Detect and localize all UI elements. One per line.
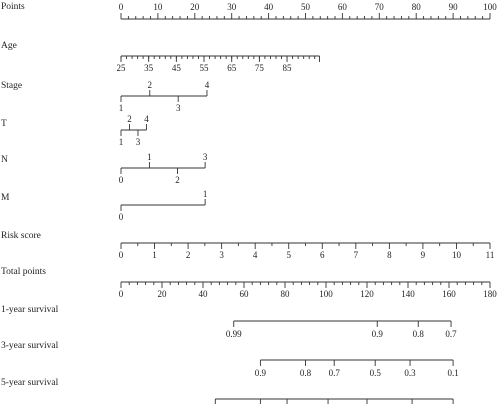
- row-label-m: M: [1, 193, 10, 203]
- tick-label-total-points: 20: [158, 289, 168, 299]
- tick-label-stage: 3: [176, 103, 181, 113]
- row-label-t: T: [1, 119, 7, 129]
- tick-label-3-year-survival: 0.9: [255, 368, 267, 378]
- tick-label-age: 35: [144, 63, 154, 73]
- tick-label-total-points: 60: [240, 289, 250, 299]
- tick-label-total-points: 120: [360, 289, 374, 299]
- tick-label-age: 75: [255, 63, 265, 73]
- tick-label-risk-score: 7: [354, 250, 359, 260]
- tick-label-risk-score: 0: [119, 250, 124, 260]
- tick-label-risk-score: 10: [452, 250, 462, 260]
- tick-label-points: 20: [190, 2, 200, 12]
- row-label-1-year-survival: 1-year survival: [1, 305, 59, 315]
- row-label-3-year-survival: 3-year survival: [1, 341, 59, 351]
- tick-label-age: 65: [227, 63, 237, 73]
- tick-label-risk-score: 9: [421, 250, 426, 260]
- tick-label-risk-score: 4: [253, 250, 258, 260]
- tick-label-m: 1: [203, 189, 208, 199]
- tick-label-points: 90: [449, 2, 459, 12]
- tick-label-age: 85: [283, 63, 293, 73]
- tick-label-t: 1: [119, 137, 124, 147]
- tick-label-t: 4: [144, 114, 149, 124]
- tick-label-m: 0: [119, 212, 124, 222]
- tick-label-total-points: 0: [119, 289, 124, 299]
- tick-label-points: 50: [301, 2, 311, 12]
- tick-label-1-year-survival: 0.99: [226, 329, 242, 339]
- tick-label-points: 30: [227, 2, 237, 12]
- tick-label-points: 70: [375, 2, 385, 12]
- tick-label-n: 0: [119, 175, 124, 185]
- tick-label-3-year-survival: 0.8: [300, 368, 312, 378]
- tick-label-n: 2: [175, 175, 180, 185]
- tick-label-risk-score: 6: [320, 250, 325, 260]
- tick-label-risk-score: 5: [286, 250, 291, 260]
- tick-label-t: 3: [136, 137, 141, 147]
- row-label-5-year-survival: 5-year survival: [1, 378, 59, 388]
- tick-label-3-year-survival: 0.7: [329, 368, 341, 378]
- tick-label-total-points: 80: [281, 289, 291, 299]
- row-label-n: N: [1, 155, 8, 165]
- tick-label-1-year-survival: 0.8: [413, 329, 425, 339]
- tick-label-age: 55: [200, 63, 210, 73]
- tick-label-points: 40: [264, 2, 274, 12]
- row-label-stage: Stage: [1, 81, 22, 91]
- tick-label-risk-score: 8: [387, 250, 392, 260]
- tick-label-stage: 4: [205, 80, 210, 90]
- row-label-risk-score: Risk score: [1, 231, 41, 241]
- tick-label-risk-score: 11: [486, 250, 495, 260]
- tick-label-1-year-survival: 0.9: [372, 329, 384, 339]
- tick-label-3-year-survival: 0.3: [404, 368, 416, 378]
- tick-label-3-year-survival: 0.5: [370, 368, 382, 378]
- tick-label-total-points: 160: [442, 289, 456, 299]
- tick-label-points: 80: [412, 2, 422, 12]
- tick-label-points: 60: [338, 2, 348, 12]
- tick-label-stage: 2: [148, 80, 153, 90]
- tick-label-n: 3: [203, 152, 208, 162]
- tick-label-1-year-survival: 0.7: [445, 329, 457, 339]
- row-label-points: Points: [1, 2, 25, 12]
- tick-label-t: 2: [127, 114, 132, 124]
- tick-label-risk-score: 1: [152, 250, 157, 260]
- tick-label-points: 10: [153, 2, 163, 12]
- tick-label-total-points: 40: [199, 289, 209, 299]
- tick-label-risk-score: 2: [186, 250, 191, 260]
- tick-label-total-points: 100: [319, 289, 333, 299]
- tick-label-age: 45: [172, 63, 182, 73]
- row-label-age: Age: [1, 41, 17, 51]
- tick-label-3-year-survival: 0.1: [447, 368, 458, 378]
- tick-label-stage: 1: [119, 103, 124, 113]
- tick-label-points: 100: [483, 2, 497, 12]
- tick-label-total-points: 140: [401, 289, 415, 299]
- tick-label-age: 25: [117, 63, 127, 73]
- tick-label-total-points: 180: [483, 289, 497, 299]
- tick-label-points: 0: [119, 2, 124, 12]
- row-label-total-points: Total points: [1, 267, 46, 277]
- tick-label-n: 1: [147, 152, 152, 162]
- tick-label-risk-score: 3: [219, 250, 224, 260]
